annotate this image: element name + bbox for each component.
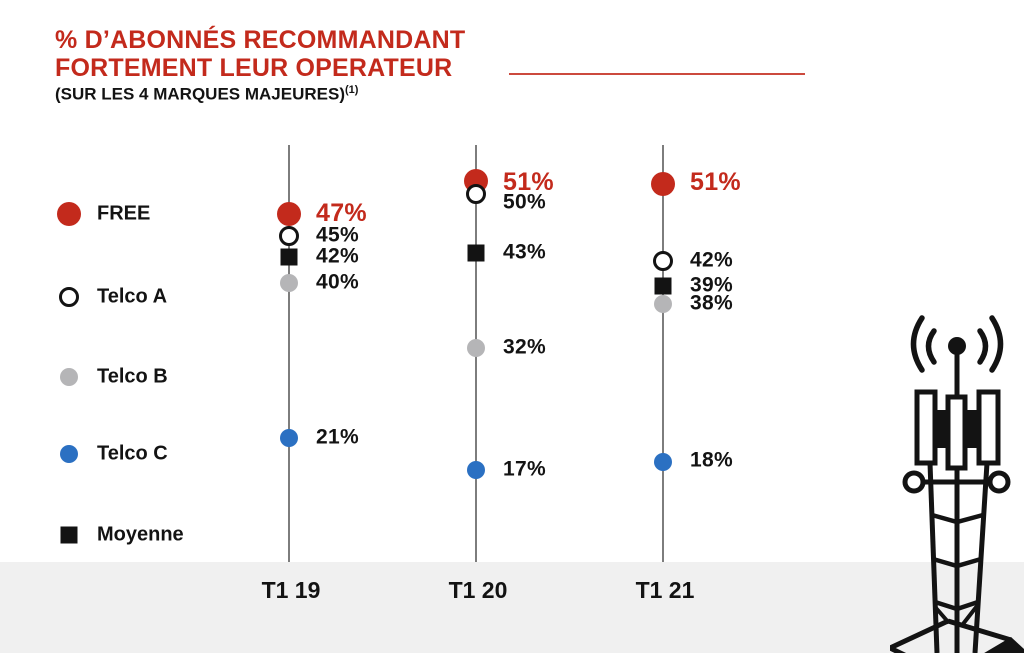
marker-moyenne-t1-19 xyxy=(280,248,298,266)
chart-subtitle-text: (SUR LES 4 MARQUES MAJEURES) xyxy=(55,84,345,104)
marker-telco-c-t1-19 xyxy=(280,429,298,447)
marker-telco-b-t1-21 xyxy=(654,295,672,313)
category-label-t1-20: T1 20 xyxy=(448,577,508,603)
legend-marker-free xyxy=(57,202,81,226)
value-label-telco-c-t1-19: 21% xyxy=(316,425,359,449)
axis-line-t1-21 xyxy=(662,145,664,562)
value-label-telco-b-t1-21: 38% xyxy=(690,291,733,315)
marker-telco-a-t1-21 xyxy=(653,251,673,271)
value-label-telco-c-t1-20: 17% xyxy=(503,457,546,481)
marker-telco-a-t1-19 xyxy=(279,226,299,246)
value-label-moyenne-t1-19: 42% xyxy=(316,244,359,268)
marker-telco-c-t1-21 xyxy=(654,453,672,471)
axis-line-t1-19 xyxy=(288,145,290,562)
title-rule xyxy=(509,73,805,75)
marker-moyenne-t1-21 xyxy=(654,277,672,295)
value-label-telco-a-t1-20: 50% xyxy=(503,190,546,214)
category-label-t1-19: T1 19 xyxy=(261,577,321,603)
legend-label-moyenne: Moyenne xyxy=(97,523,184,546)
marker-free-t1-19 xyxy=(277,202,301,226)
legend-label-telco-c: Telco C xyxy=(97,442,168,465)
chart-title: % D’ABONNÉS RECOMMANDANT FORTEMENT LEUR … xyxy=(55,26,465,82)
chart-subtitle: (SUR LES 4 MARQUES MAJEURES)(1) xyxy=(55,84,358,105)
value-label-free-t1-19: 47% xyxy=(316,198,367,227)
value-label-telco-a-t1-19: 45% xyxy=(316,223,359,247)
value-label-telco-b-t1-19: 40% xyxy=(316,270,359,294)
marker-telco-b-t1-19 xyxy=(280,274,298,292)
value-label-free-t1-21: 51% xyxy=(690,167,741,196)
legend-marker-telco-c xyxy=(60,445,78,463)
marker-moyenne-t1-20 xyxy=(467,244,485,262)
category-label-t1-21: T1 21 xyxy=(635,577,695,603)
chart-title-line1: % D’ABONNÉS RECOMMANDANT xyxy=(55,26,466,54)
value-label-moyenne-t1-21: 39% xyxy=(690,273,733,297)
value-label-free-t1-20: 51% xyxy=(503,167,554,196)
legend-label-telco-a: Telco A xyxy=(97,285,168,308)
legend-marker-moyenne xyxy=(60,526,78,544)
legend-label-telco-b: Telco B xyxy=(97,365,168,388)
footnote-marker: (1) xyxy=(344,84,359,96)
value-label-telco-b-t1-20: 32% xyxy=(503,335,546,359)
marker-telco-c-t1-20 xyxy=(467,461,485,479)
marker-telco-a-t1-20 xyxy=(466,184,486,204)
legend-marker-telco-a xyxy=(59,287,79,307)
value-label-telco-a-t1-21: 42% xyxy=(690,248,733,272)
value-label-moyenne-t1-20: 43% xyxy=(503,240,546,264)
value-label-telco-c-t1-21: 18% xyxy=(690,448,733,472)
legend-marker-telco-b xyxy=(60,368,78,386)
marker-telco-b-t1-20 xyxy=(467,339,485,357)
legend-label-free: FREE xyxy=(97,202,151,225)
chart-title-line2: FORTEMENT LEUR OPERATEUR xyxy=(55,54,453,82)
footer-band xyxy=(0,562,1024,653)
cell-tower-icon xyxy=(890,315,1024,653)
marker-free-t1-21 xyxy=(651,172,675,196)
